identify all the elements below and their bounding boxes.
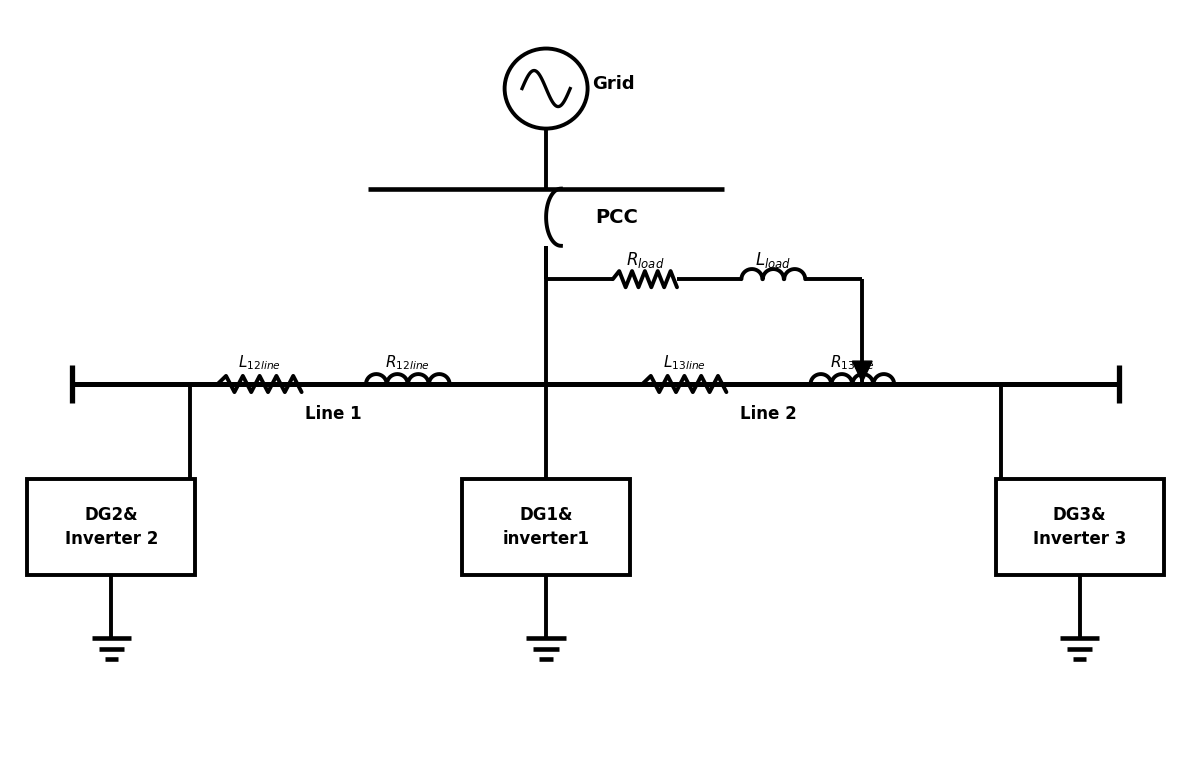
Bar [27,479,195,574]
Text: $L_{12line}$: $L_{12line}$ [238,353,281,372]
Text: Grid: Grid [593,74,635,93]
Text: Line 1: Line 1 [305,405,362,423]
Text: Line 2: Line 2 [740,405,797,423]
Text: $L_{load}$: $L_{load}$ [755,250,791,270]
Bar [462,479,630,574]
Text: $R_{13line}$: $R_{13line}$ [830,353,875,372]
Text: PCC: PCC [596,207,638,227]
Text: DG3&
Inverter 3: DG3& Inverter 3 [1033,506,1127,548]
Text: $L_{13line}$: $L_{13line}$ [663,353,706,372]
Text: DG1&
inverter1: DG1& inverter1 [503,506,590,548]
Text: DG2&
Inverter 2: DG2& Inverter 2 [64,506,158,548]
Polygon shape [853,361,872,382]
Text: $R_{load}$: $R_{load}$ [625,250,665,270]
Bar [996,479,1164,574]
Text: $R_{12line}$: $R_{12line}$ [386,353,430,372]
